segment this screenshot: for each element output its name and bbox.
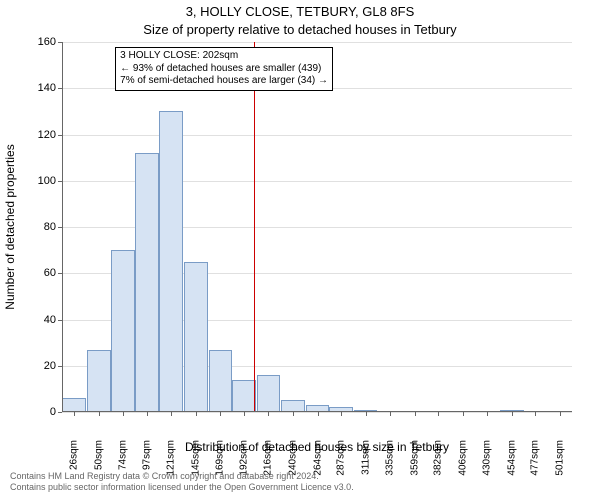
y-tick-label: 120 (38, 129, 56, 141)
y-tick-label: 0 (50, 406, 56, 418)
gridline (62, 42, 572, 43)
histogram-bar (62, 398, 86, 412)
y-tick-label: 160 (38, 36, 56, 48)
y-axis-line (62, 42, 63, 412)
histogram-bar (257, 375, 281, 412)
y-tick-label: 140 (38, 82, 56, 94)
marker-line (254, 42, 255, 412)
histogram-bar (209, 350, 233, 412)
chart-subtitle: Size of property relative to detached ho… (0, 22, 600, 37)
y-tick-label: 80 (44, 221, 56, 233)
y-tick-label: 100 (38, 175, 56, 187)
histogram-bar (135, 153, 159, 412)
footer-attribution: Contains HM Land Registry data © Crown c… (10, 471, 354, 494)
histogram-bar (232, 380, 256, 412)
y-tick-labels: 020406080100120140160 (0, 42, 62, 412)
annotation-line-3: 7% of semi-detached houses are larger (3… (120, 75, 328, 88)
gridline (62, 135, 572, 136)
y-tick-label: 60 (44, 267, 56, 279)
histogram-bar (87, 350, 111, 412)
x-axis-label: Distribution of detached houses by size … (62, 440, 572, 454)
x-tick-labels: 26sqm50sqm74sqm97sqm121sqm145sqm169sqm19… (62, 412, 572, 442)
footer-line-1: Contains HM Land Registry data © Crown c… (10, 471, 354, 483)
chart-title: 3, HOLLY CLOSE, TETBURY, GL8 8FS (0, 4, 600, 19)
annotation-line-1: 3 HOLLY CLOSE: 202sqm (120, 50, 328, 63)
histogram-bar (184, 262, 208, 412)
chart-plot-area: 3 HOLLY CLOSE: 202sqm← 93% of detached h… (62, 42, 572, 412)
annotation-line-2: ← 93% of detached houses are smaller (43… (120, 63, 328, 76)
histogram-bar (111, 250, 135, 412)
y-tick-label: 40 (44, 314, 56, 326)
histogram-bar (159, 111, 183, 412)
footer-line-2: Contains public sector information licen… (10, 482, 354, 494)
y-tick-label: 20 (44, 360, 56, 372)
annotation-box: 3 HOLLY CLOSE: 202sqm← 93% of detached h… (115, 47, 333, 91)
